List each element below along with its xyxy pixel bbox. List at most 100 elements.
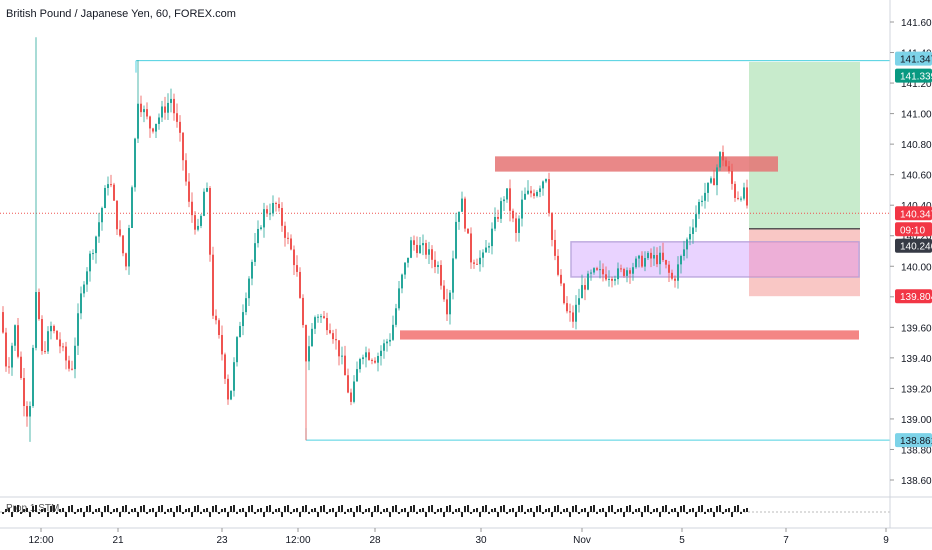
candle-body [698,201,700,215]
candle-body [365,352,367,358]
indicator-bar [53,505,55,512]
candle-body [83,284,85,294]
candle-body [710,178,712,183]
candle-body [293,249,295,266]
price-badge-label: 141.347 [900,55,932,66]
indicator-bar [743,509,745,512]
candle-body [443,285,445,300]
candle-body [71,368,73,370]
candle-body [488,246,490,248]
candle-body [680,256,682,265]
indicator-bar [563,509,565,512]
candle-body [506,188,508,200]
indicator-bar [557,505,559,512]
candle-body [206,187,208,192]
candle-body [101,207,103,223]
indicator-bar [356,506,358,512]
indicator-bar [359,505,361,512]
candle-body [674,278,676,281]
indicator-bar [539,505,541,512]
candle-body [491,228,493,247]
candle-body [542,181,544,189]
candle-body [287,237,289,239]
candle-body [707,182,709,193]
price-tick-label: 140.200 [901,232,932,243]
indicator-bar [524,512,526,514]
zones-layer [400,61,860,340]
indicator-bar [224,508,226,512]
candle-body [512,210,514,219]
candle-body [224,354,226,379]
candle-body [653,255,655,259]
candle-body [551,212,553,240]
indicator-bar [602,508,604,512]
indicator-bar [98,508,100,512]
candle-body [374,360,376,363]
candle-body [152,128,154,132]
indicator-bar [491,509,493,512]
indicator-bar [395,505,397,512]
candle-body [569,311,571,313]
indicator-bar [728,508,730,512]
candle-body [98,222,100,237]
indicator-bar [251,505,253,512]
demand-zone [400,330,859,340]
candle-body [323,316,325,318]
indicator-bar [176,506,178,512]
price-tick-label: 140.800 [901,140,932,151]
indicator-bar [209,512,211,517]
candle-body [746,187,748,206]
candle-body [479,257,481,265]
candle-body [473,262,475,264]
candle-body [623,269,625,276]
indicator-bar [503,505,505,512]
candle-body [737,197,739,199]
candle-body [584,285,586,290]
indicator-bar [305,505,307,512]
indicator-bar [215,505,217,512]
indicator-bar [623,512,625,517]
candle-body [548,179,550,213]
indicator-bar [554,506,556,512]
price-tick-label: 139.200 [901,384,932,395]
candle-body [113,184,115,201]
indicator-bar [401,509,403,512]
candle-body [305,325,307,362]
candle-body [20,356,22,379]
indicator-bar [515,512,517,517]
candle-body [629,270,631,274]
time-tick-label: 30 [475,535,487,546]
candle-body [692,227,694,235]
candle-body [539,188,541,192]
indicator-bar [317,512,319,517]
price-tick-label: 139.600 [901,323,932,334]
indicator-bar [608,506,610,512]
indicator-bar [248,506,250,512]
indicator-bar [374,506,376,512]
indicator-bar [611,505,613,512]
price-badge [895,289,932,304]
candle-body [221,335,223,355]
indicator-bar [134,508,136,512]
candle-body [470,233,472,263]
candle-body [26,406,28,417]
indicator-bar [548,508,550,512]
candle-body [143,109,145,113]
indicator-bar [365,509,367,512]
candle-body [362,357,364,360]
indicator-bar [23,509,25,512]
candle-body [587,273,589,290]
candle-body [410,240,412,258]
profit-zone [749,61,860,229]
candle-body [344,355,346,376]
indicator-bar [95,509,97,512]
candle-body [440,265,442,286]
price-badge-label: 138.861 [900,436,932,447]
candle-body [41,319,43,352]
indicator-bar [473,509,475,512]
candle-body [353,381,355,402]
indicator-bar [386,508,388,512]
candle-body [275,202,277,205]
indicator-bar [143,505,145,512]
